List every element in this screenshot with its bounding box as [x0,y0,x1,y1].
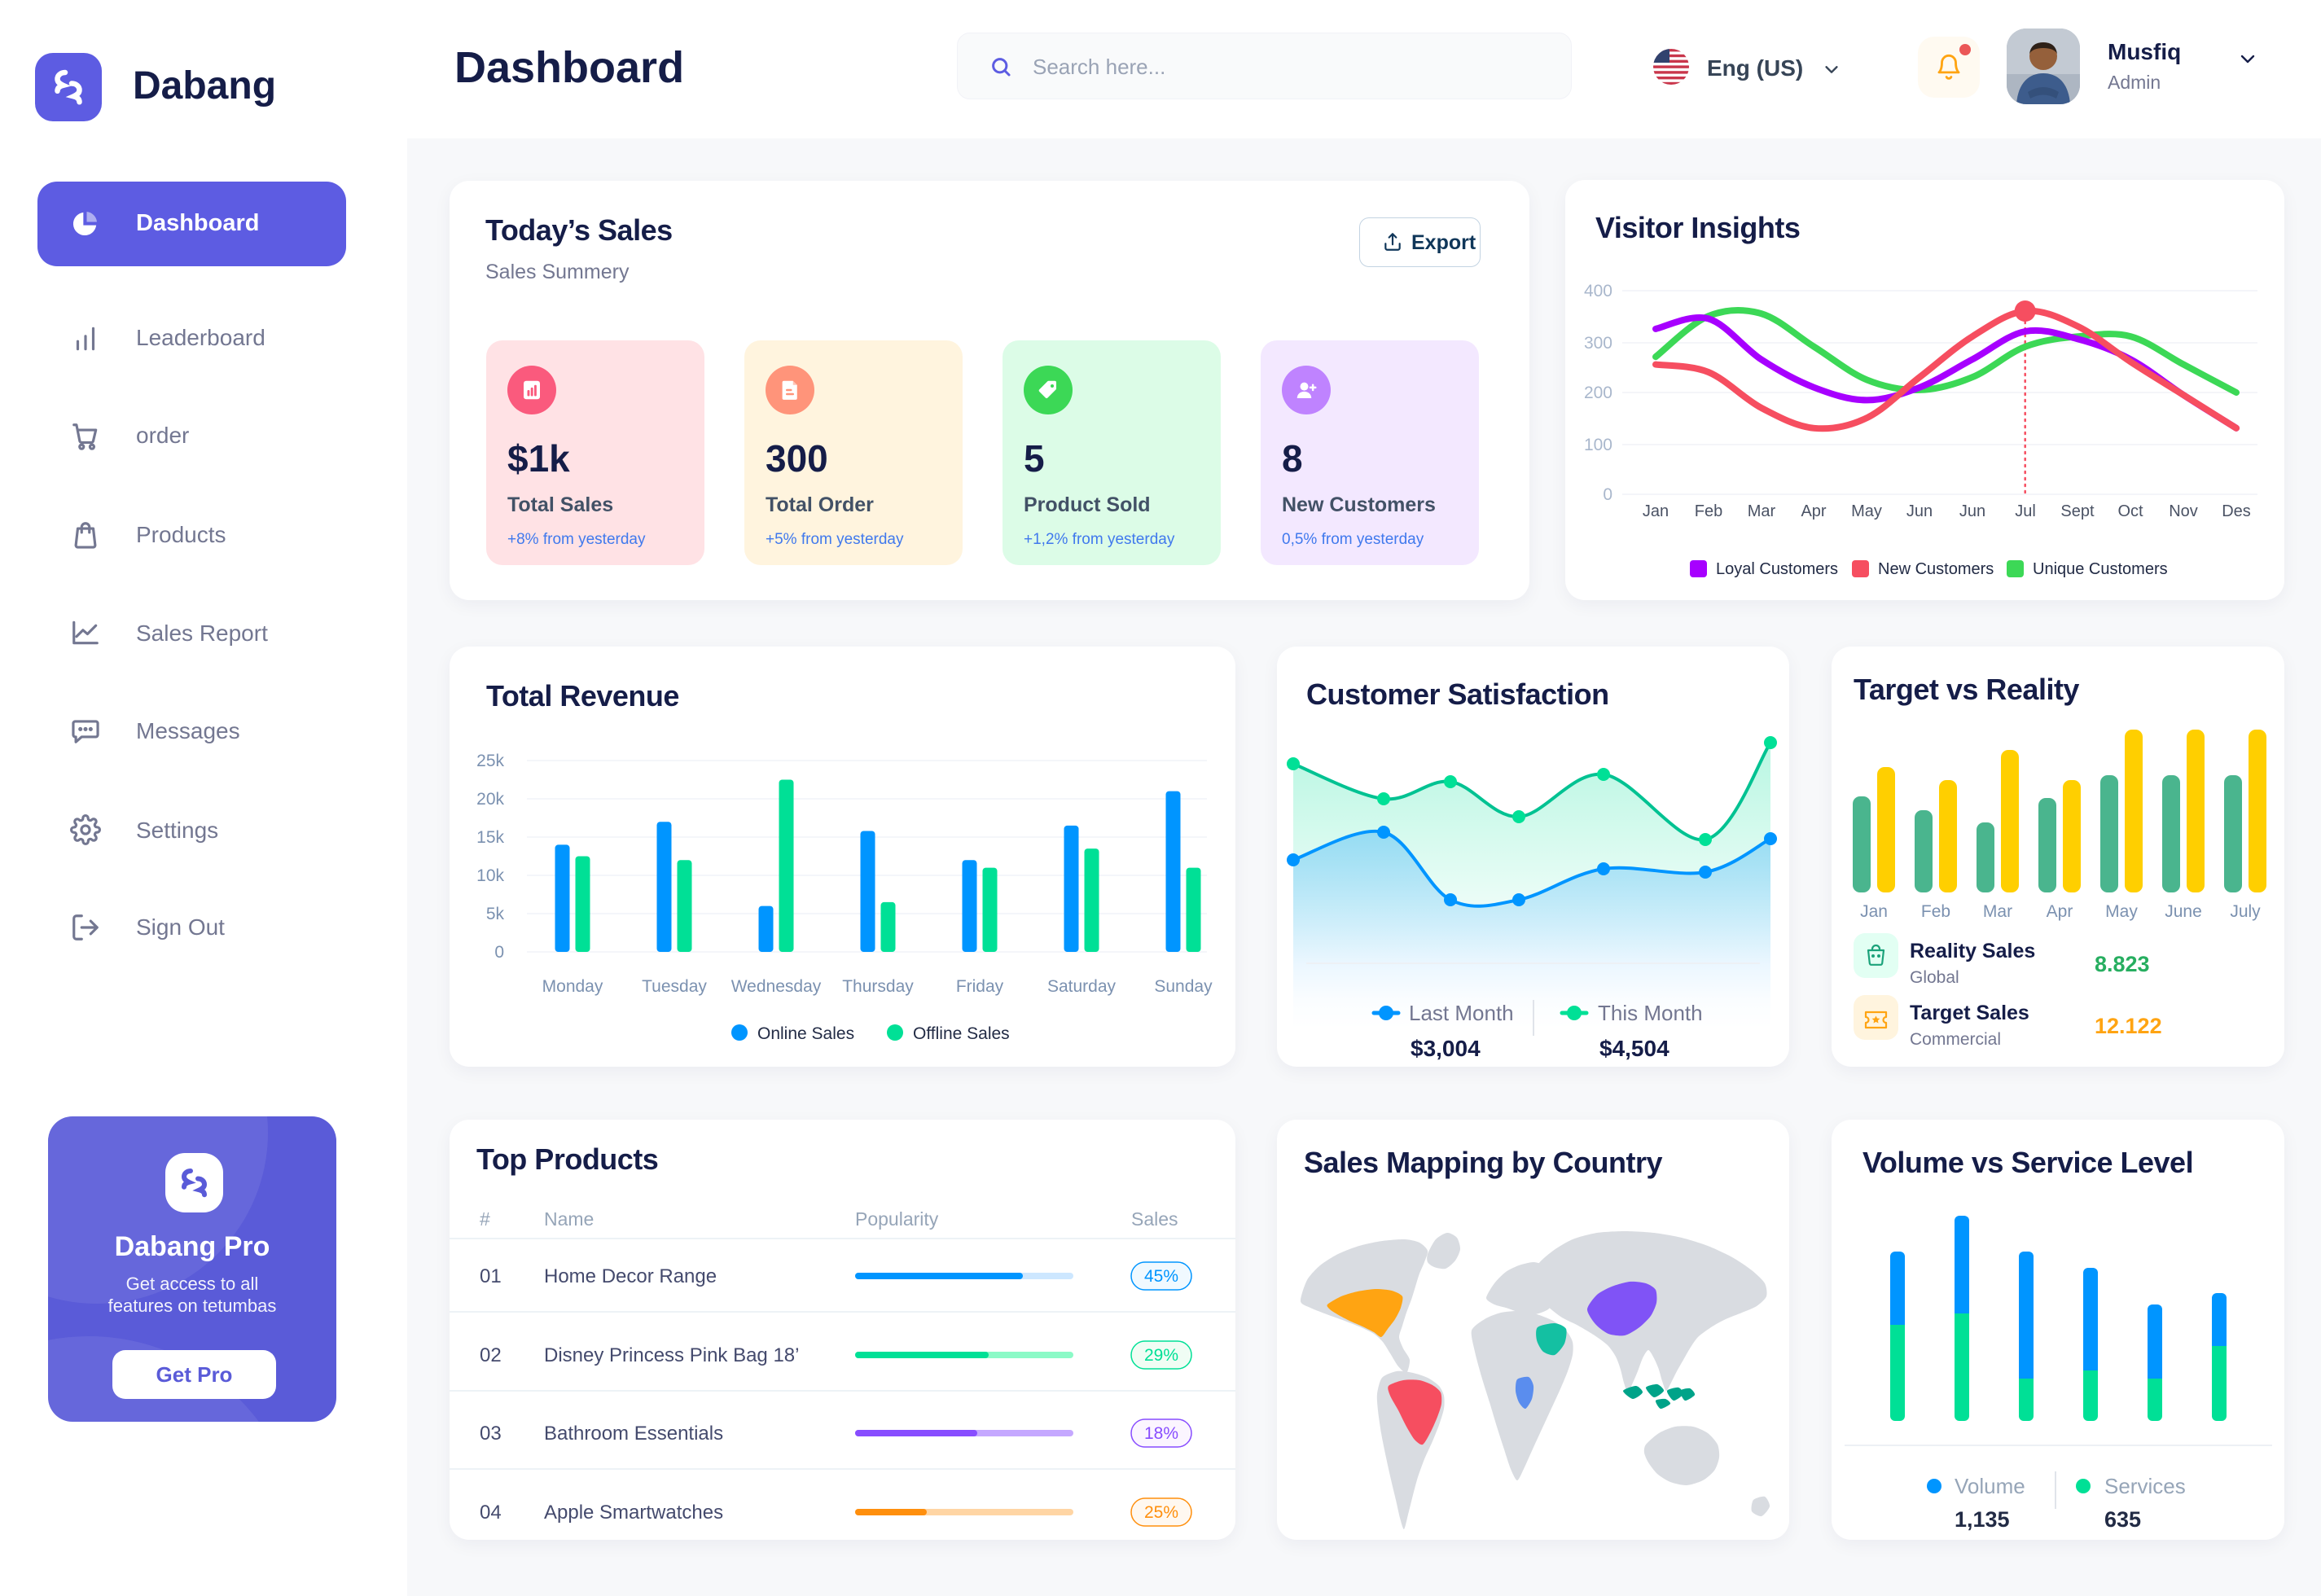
svg-text:Feb: Feb [1921,902,1950,921]
svg-text:Feb: Feb [1695,502,1722,520]
svg-text:Bathroom Essentials: Bathroom Essentials [544,1423,723,1445]
svg-text:Offline Sales: Offline Sales [913,1024,1010,1043]
svg-text:Commercial: Commercial [1910,1030,2001,1049]
svg-text:45%: 45% [1144,1267,1178,1286]
svg-text:12.122: 12.122 [2095,1014,2162,1038]
svg-text:Jan: Jan [1860,902,1888,921]
svg-text:300: 300 [1584,334,1612,353]
svg-text:July: July [2230,902,2261,921]
svg-text:Jul: Jul [2015,502,2036,520]
svg-text:25%: 25% [1144,1503,1178,1522]
svg-text:29%: 29% [1144,1346,1178,1365]
svg-text:10k: 10k [476,866,504,885]
svg-text:Tuesday: Tuesday [642,977,707,996]
svg-text:Reality Sales: Reality Sales [1910,940,2035,962]
svg-text:Saturday: Saturday [1047,977,1117,996]
svg-text:Nov: Nov [2169,502,2198,520]
svg-text:Name: Name [544,1208,594,1230]
svg-text:Monday: Monday [542,977,603,996]
svg-text:Popularity: Popularity [855,1208,939,1230]
svg-text:Apr: Apr [1801,502,1826,520]
svg-text:Oct: Oct [2117,502,2143,520]
svg-text:$4,504: $4,504 [1599,1036,1669,1061]
svg-text:#: # [480,1208,490,1230]
svg-text:Thursday: Thursday [842,977,914,996]
svg-text:Sunday: Sunday [1154,977,1213,996]
svg-text:0: 0 [494,943,504,962]
svg-text:5k: 5k [486,905,505,923]
svg-text:This Month: This Month [1598,1001,1703,1025]
svg-text:Last Month: Last Month [1409,1001,1514,1025]
svg-text:200: 200 [1584,384,1612,402]
svg-text:Volume: Volume [1955,1474,2025,1498]
svg-text:Jan: Jan [1643,502,1669,520]
svg-text:$3,004: $3,004 [1411,1036,1481,1061]
svg-text:8.823: 8.823 [2095,952,2150,976]
svg-text:Global: Global [1910,968,1959,987]
svg-text:20k: 20k [476,790,504,809]
svg-text:Online Sales: Online Sales [757,1024,854,1043]
svg-text:25k: 25k [476,752,504,770]
svg-text:New Customers: New Customers [1878,560,1994,578]
svg-text:June: June [2165,902,2202,921]
svg-text:18%: 18% [1144,1424,1178,1443]
svg-text:May: May [2105,902,2138,921]
svg-text:Apple Smartwatches: Apple Smartwatches [544,1502,723,1524]
svg-text:0: 0 [1603,485,1612,504]
svg-text:Services: Services [2104,1474,2186,1498]
svg-text:635: 635 [2104,1507,2141,1532]
svg-text:02: 02 [480,1344,502,1366]
svg-text:Jun: Jun [1959,502,1985,520]
svg-text:Home Decor Range: Home Decor Range [544,1265,717,1287]
svg-text:Unique Customers: Unique Customers [2033,560,2168,578]
svg-text:Friday: Friday [956,977,1004,996]
svg-text:100: 100 [1584,436,1612,454]
svg-text:Target Sales: Target Sales [1910,1002,2029,1024]
svg-text:03: 03 [480,1423,502,1445]
svg-text:1,135: 1,135 [1955,1507,2010,1532]
svg-text:Sales: Sales [1131,1208,1178,1230]
svg-text:May: May [1851,502,1882,520]
svg-text:Des: Des [2222,502,2251,520]
svg-text:01: 01 [480,1265,502,1287]
svg-text:04: 04 [480,1502,502,1524]
svg-text:Apr: Apr [2047,902,2073,921]
svg-text:400: 400 [1584,282,1612,300]
svg-text:Wednesday: Wednesday [731,977,822,996]
svg-text:Loyal Customers: Loyal Customers [1716,560,1838,578]
svg-text:Sept: Sept [2060,502,2095,520]
svg-text:15k: 15k [476,828,504,847]
svg-text:Disney Princess Pink Bag 18’: Disney Princess Pink Bag 18’ [544,1344,799,1366]
svg-text:Jun: Jun [1906,502,1933,520]
svg-text:Mar: Mar [1983,902,2012,921]
svg-text:Mar: Mar [1748,502,1776,520]
